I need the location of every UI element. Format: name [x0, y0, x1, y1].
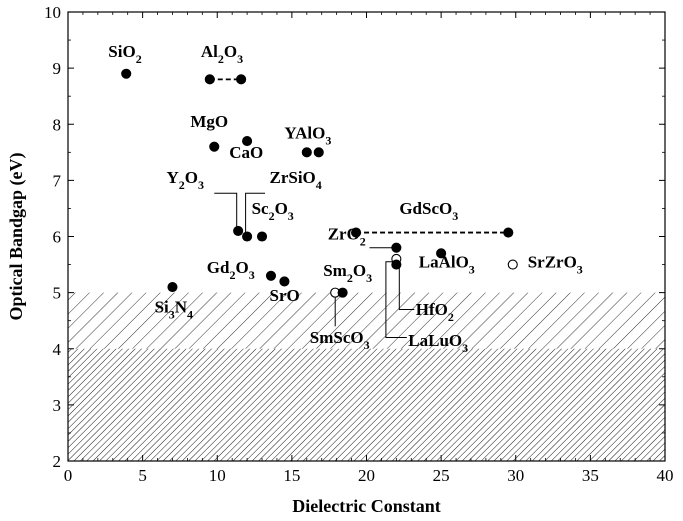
- y-tick-label: 2: [53, 452, 62, 471]
- point-label: Al2O3: [201, 42, 243, 66]
- data-point: [351, 227, 362, 238]
- y-tick-label: 8: [53, 115, 62, 134]
- y-tick-label: 4: [53, 340, 62, 359]
- data-point: [204, 74, 215, 85]
- point-label: ZrSiO4: [269, 168, 321, 192]
- point-label: SrO: [269, 286, 299, 305]
- y-tick-label: 10: [44, 3, 61, 22]
- tick-labels: 0 5 10 15 20 25 30 35 40 2 3 4 5 6 7 8 9 10: [44, 3, 674, 485]
- y-tick-label: 7: [53, 171, 62, 190]
- y-axis-title: Optical Bandgap (eV): [6, 152, 27, 320]
- point-label: Sm2O3: [323, 261, 372, 285]
- leader-line: [398, 264, 415, 310]
- leader-line: [245, 192, 265, 235]
- dashed-links: [209, 78, 509, 234]
- y-tick-label: 5: [53, 284, 62, 303]
- data-point: [337, 287, 348, 298]
- data-point: [242, 231, 253, 242]
- point-label: Y2O3: [167, 168, 205, 192]
- point-label: YAlO3: [284, 123, 331, 147]
- y-tick-label: 6: [53, 228, 62, 247]
- x-tick-label: 15: [283, 466, 300, 485]
- point-label: ZrO2: [328, 224, 366, 248]
- y-tick-label: 9: [53, 59, 62, 78]
- point-label: CaO: [229, 143, 263, 162]
- axis-ticks: [67, 11, 666, 462]
- data-point: [279, 276, 290, 287]
- point-label: SrZrO3: [528, 252, 583, 276]
- point-label: Si3N4: [155, 297, 193, 321]
- point-label: MgO: [190, 112, 228, 131]
- x-tick-label: 35: [582, 466, 599, 485]
- point-label: GdScO3: [399, 199, 458, 223]
- point-label: Sc2O3: [252, 199, 294, 223]
- data-point: [436, 248, 447, 259]
- data-point: [233, 225, 244, 236]
- point-label: SmScO3: [310, 328, 370, 352]
- shaded-regions: [68, 292, 665, 461]
- point-label: SiO2: [108, 42, 141, 66]
- data-point: [301, 147, 312, 158]
- leader-line: [214, 192, 238, 230]
- point-label: Gd2O3: [207, 258, 255, 282]
- data-point: [313, 147, 324, 158]
- x-tick-label: 10: [209, 466, 226, 485]
- shaded-region: [68, 292, 665, 349]
- data-point: [503, 227, 514, 238]
- data-points: [121, 68, 518, 298]
- data-point: [167, 281, 178, 293]
- data-point: [391, 242, 402, 253]
- leader-lines: [214, 192, 415, 338]
- data-point: [242, 136, 253, 147]
- data-point: [256, 231, 268, 242]
- x-tick-label: 0: [64, 466, 73, 485]
- x-axis-title: Dielectric Constant: [292, 496, 440, 516]
- x-tick-label: 40: [657, 466, 674, 485]
- x-tick-label: 5: [138, 466, 147, 485]
- leader-line: [385, 261, 407, 338]
- data-point: [265, 270, 277, 281]
- y-tick-label: 3: [53, 396, 62, 415]
- x-tick-label: 20: [358, 466, 375, 485]
- x-tick-label: 30: [507, 466, 524, 485]
- shaded-region: [68, 348, 665, 461]
- data-point: [121, 68, 132, 79]
- data-point: [236, 74, 247, 85]
- point-label: LaLuO3: [408, 331, 468, 355]
- data-point-open: [507, 259, 518, 270]
- data-point: [391, 259, 402, 270]
- data-point: [209, 141, 220, 152]
- point-label: LaAlO3: [419, 252, 475, 276]
- point-label: HfO2: [416, 300, 454, 324]
- x-tick-label: 25: [433, 466, 450, 485]
